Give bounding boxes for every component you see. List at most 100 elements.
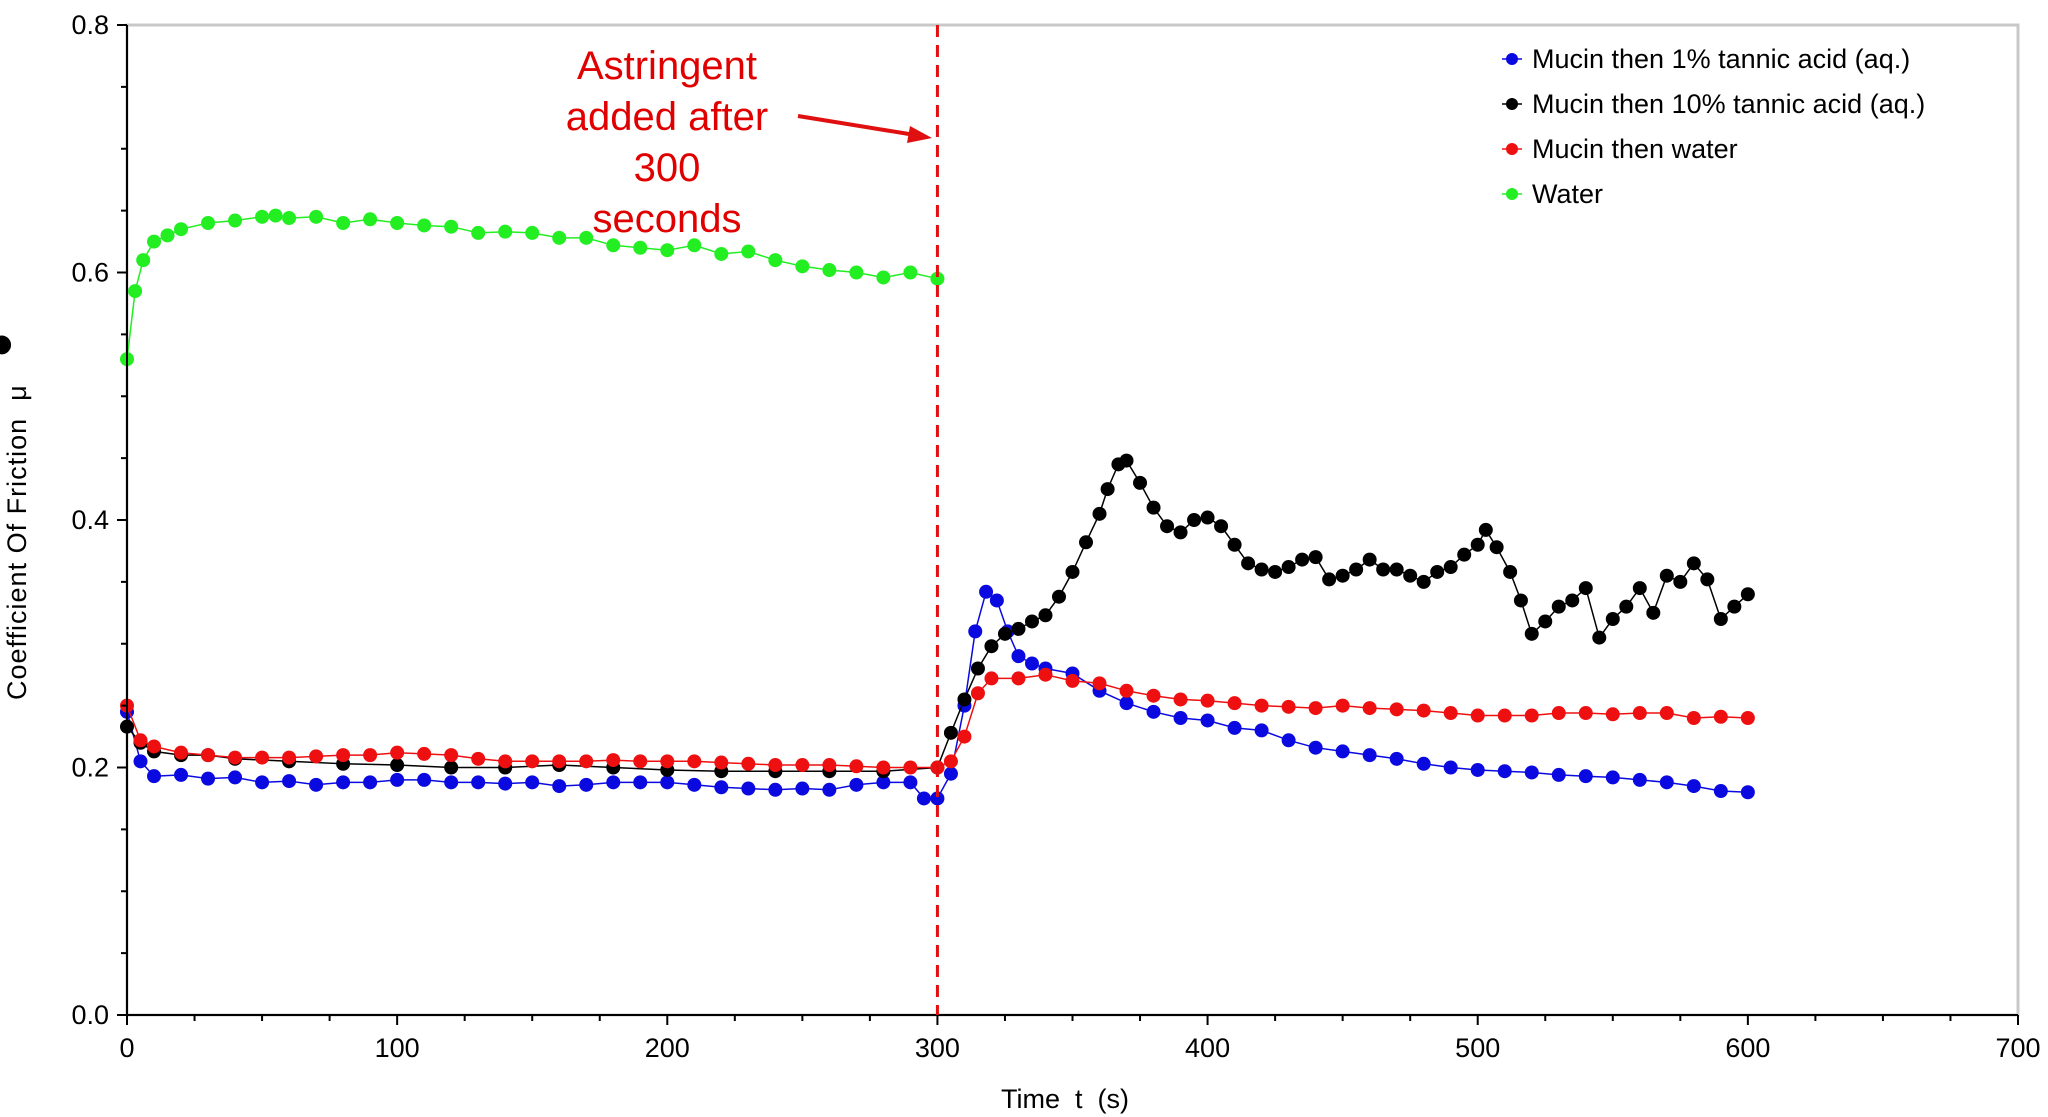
legend-marker xyxy=(1506,98,1518,110)
data-point xyxy=(1605,770,1620,785)
data-point xyxy=(822,263,837,278)
data-point xyxy=(282,211,297,226)
data-point xyxy=(201,771,216,786)
data-point xyxy=(1740,785,1755,800)
data-point xyxy=(943,754,958,769)
data-point xyxy=(1686,556,1701,571)
data-point xyxy=(714,246,729,261)
data-point xyxy=(1673,574,1688,589)
data-point xyxy=(201,748,216,763)
data-point xyxy=(1470,708,1485,723)
data-point xyxy=(1160,519,1175,534)
data-point xyxy=(1443,560,1458,575)
data-point xyxy=(916,791,931,806)
data-point xyxy=(1443,706,1458,721)
data-point xyxy=(606,775,621,790)
x-tick-label: 300 xyxy=(915,1033,960,1063)
data-point xyxy=(525,754,540,769)
data-point xyxy=(1513,593,1528,608)
data-point xyxy=(1362,701,1377,716)
data-point xyxy=(1281,699,1296,714)
x-tick-label: 600 xyxy=(1725,1033,1770,1063)
data-point xyxy=(876,760,891,775)
data-point xyxy=(1416,756,1431,771)
data-point xyxy=(309,749,324,764)
data-point xyxy=(1551,706,1566,721)
data-point xyxy=(147,234,162,249)
data-point xyxy=(1578,706,1593,721)
data-point xyxy=(1713,784,1728,799)
data-point xyxy=(984,671,999,686)
data-point xyxy=(1578,581,1593,596)
y-tick-label: 0.4 xyxy=(71,505,109,535)
data-point xyxy=(174,767,189,782)
data-point xyxy=(1578,769,1593,784)
data-point xyxy=(1254,723,1269,738)
data-point xyxy=(444,748,459,763)
data-point xyxy=(943,766,958,781)
data-point xyxy=(1686,711,1701,725)
data-point xyxy=(579,230,594,245)
data-point xyxy=(1024,656,1039,671)
data-point xyxy=(1281,733,1296,748)
data-point xyxy=(1740,711,1755,725)
data-point xyxy=(498,224,513,239)
data-point xyxy=(1443,760,1458,775)
data-point xyxy=(498,776,513,791)
data-point xyxy=(903,760,918,775)
data-point xyxy=(471,775,486,790)
data-point xyxy=(989,593,1004,608)
series-3 xyxy=(120,208,945,367)
data-point xyxy=(1214,519,1229,534)
data-point xyxy=(1524,626,1539,641)
data-point xyxy=(1254,698,1269,713)
data-point xyxy=(255,775,270,790)
y-tick-label: 0.8 xyxy=(71,10,109,40)
axes-layer: 0 100 200 300 400 500 600 700 0.0 0.2 0.4 0.6 0.8 xyxy=(71,10,2040,1063)
y-tick-label: 0.0 xyxy=(71,1000,109,1030)
data-point xyxy=(930,791,945,806)
annotation-text: added after xyxy=(566,95,768,139)
data-point xyxy=(1713,709,1728,724)
data-point xyxy=(1011,621,1026,636)
data-point xyxy=(1335,744,1350,759)
plot-frame xyxy=(125,23,2020,1017)
data-point xyxy=(1389,562,1404,577)
legend-marker xyxy=(1506,53,1518,65)
data-point xyxy=(687,777,702,792)
data-point xyxy=(768,758,783,773)
data-point xyxy=(1281,560,1296,575)
data-point xyxy=(849,777,864,792)
data-point xyxy=(174,745,189,760)
legend-label: Water xyxy=(1532,179,1603,209)
data-point xyxy=(1497,708,1512,723)
data-point xyxy=(741,781,756,796)
data-point xyxy=(128,284,143,299)
data-point xyxy=(1362,748,1377,763)
annotation-text: seconds xyxy=(593,197,742,241)
data-point xyxy=(1349,562,1364,577)
data-point xyxy=(1524,708,1539,723)
x-tick-label: 200 xyxy=(645,1033,690,1063)
data-point xyxy=(417,218,432,233)
data-point xyxy=(1200,510,1215,525)
data-point xyxy=(1646,605,1661,620)
data-point xyxy=(1227,696,1242,711)
data-point xyxy=(687,238,702,253)
data-point xyxy=(997,626,1012,641)
data-point xyxy=(1038,667,1053,682)
data-point xyxy=(1430,564,1445,579)
data-point xyxy=(1416,574,1431,589)
data-point xyxy=(687,754,702,769)
data-point xyxy=(1713,612,1728,626)
data-point xyxy=(968,624,983,639)
data-point xyxy=(1376,562,1391,577)
data-point xyxy=(174,222,189,237)
x-tick-label: 100 xyxy=(375,1033,420,1063)
data-point xyxy=(1119,683,1134,698)
data-point xyxy=(282,750,297,765)
data-point xyxy=(255,750,270,765)
data-point xyxy=(525,775,540,790)
data-point xyxy=(1308,701,1323,716)
data-point xyxy=(309,777,324,792)
